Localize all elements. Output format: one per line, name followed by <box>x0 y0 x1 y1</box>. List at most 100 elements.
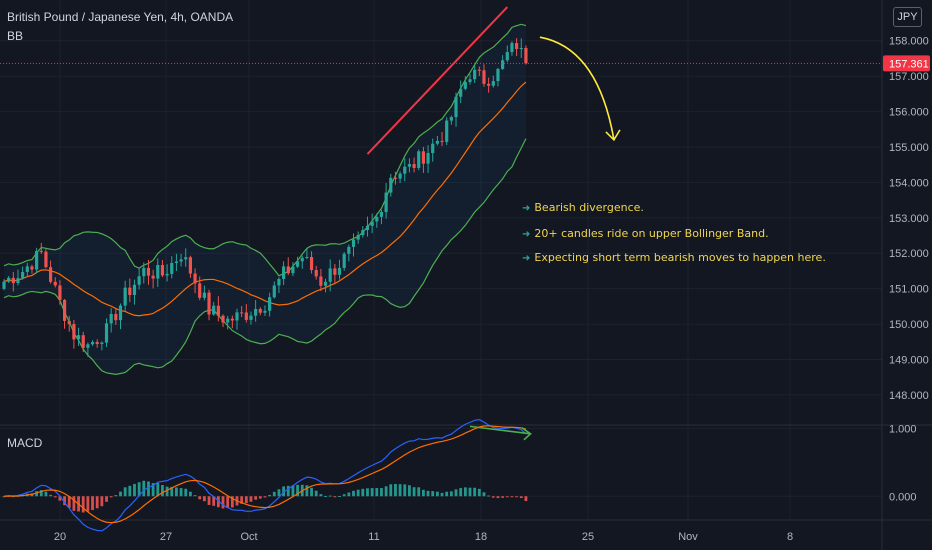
candle-body <box>62 300 67 321</box>
candle-body <box>403 166 407 174</box>
macd-histogram-bar <box>165 486 169 497</box>
macd-histogram-bar <box>53 496 57 498</box>
candle-body <box>477 69 481 71</box>
macd-histogram-bar <box>440 492 444 497</box>
candle-body <box>263 310 267 313</box>
candle-body <box>118 305 123 321</box>
candle-body <box>407 164 412 167</box>
candle-body <box>384 192 388 213</box>
time-tick-label: 11 <box>368 531 379 543</box>
candle-body <box>426 153 430 164</box>
macd-histogram-bar <box>137 482 141 497</box>
macd-histogram-bar <box>282 486 285 497</box>
candle-body <box>328 268 332 282</box>
candle-body <box>2 281 6 289</box>
candle-body <box>123 287 127 306</box>
candle-body <box>268 297 272 311</box>
candle-body <box>156 264 160 279</box>
candle-body <box>398 173 402 179</box>
candle-body <box>67 320 71 325</box>
macd-histogram-bar <box>202 496 206 502</box>
time-tick-label: Oct <box>240 531 257 543</box>
macd-histogram-bar <box>156 483 160 497</box>
candle-body <box>151 275 155 279</box>
candle-body <box>337 267 342 275</box>
candle-body <box>188 257 192 274</box>
annotation-3: ➜ Expecting short term bearish moves to h… <box>522 251 826 264</box>
candle-body <box>25 266 29 272</box>
currency-badge[interactable]: JPY <box>893 7 922 27</box>
candle-body <box>519 47 523 50</box>
macd-tick-label: 0.000 <box>889 491 917 503</box>
time-tick-label: 18 <box>475 531 487 543</box>
macd-histogram-bar <box>277 489 281 497</box>
time-tick-label: Nov <box>678 531 698 543</box>
macd-histogram-bar <box>95 496 99 509</box>
macd-histogram-bar <box>221 496 225 509</box>
candle-body <box>379 212 384 217</box>
macd-histogram-bar <box>67 496 71 508</box>
indicator-label: BB <box>7 29 24 43</box>
macd-histogram-bar <box>175 487 178 497</box>
macd-histogram-bar <box>342 494 346 497</box>
candle-body <box>295 261 300 267</box>
price-tick-label: 153.000 <box>889 213 929 225</box>
macd-histogram-bar <box>49 494 52 497</box>
divergence-line <box>469 425 531 435</box>
macd-histogram-bar <box>249 496 253 502</box>
candle-body <box>365 225 370 231</box>
candle-body <box>179 259 183 262</box>
macd-histogram-bar <box>468 487 472 497</box>
price-tick-label: 157.000 <box>889 71 929 83</box>
macd-histogram-bar <box>505 496 509 498</box>
macd-histogram-bar <box>519 496 523 499</box>
candle-body <box>7 277 11 282</box>
candle-body <box>207 292 211 315</box>
candle-body <box>11 277 15 284</box>
macd-label: MACD <box>7 436 43 450</box>
candle-body <box>524 47 528 64</box>
macd-histogram-bar <box>86 496 90 512</box>
candle-body <box>165 273 169 276</box>
candle-body <box>421 151 425 164</box>
candle-body <box>142 267 146 277</box>
candle-body <box>435 140 439 144</box>
candle-body <box>249 315 253 320</box>
price-tick-label: 152.000 <box>889 248 929 260</box>
candle-body <box>463 82 467 89</box>
forecast-arrow-head <box>605 129 621 142</box>
candle-body <box>258 309 262 313</box>
annotation-2: ➜ 20+ candles ride on upper Bollinger Ban… <box>522 227 769 240</box>
macd-histogram-bar <box>380 488 383 497</box>
candle-body <box>496 68 500 82</box>
candle-body <box>30 266 34 270</box>
candle-body <box>501 60 505 69</box>
bullet-arrow-icon: ➜ <box>522 253 531 264</box>
candle-body <box>510 43 514 53</box>
macd-histogram-bar <box>394 483 397 497</box>
macd-histogram-bar <box>230 496 234 508</box>
macd-histogram-bar <box>422 489 425 497</box>
candle-body <box>132 284 137 296</box>
macd-histogram-bar <box>333 496 337 498</box>
candle-body <box>81 335 85 348</box>
macd-histogram-bar <box>123 487 127 497</box>
macd-histogram-bar <box>254 496 258 500</box>
candle-body <box>431 143 435 154</box>
time-tick-label: 20 <box>54 531 66 543</box>
macd-histogram-bar <box>81 496 85 513</box>
macd-histogram-bar <box>417 487 421 497</box>
macd-histogram-bar <box>324 495 327 497</box>
macd-histogram-bar <box>435 491 439 497</box>
macd-histogram-bar <box>370 488 374 497</box>
macd-histogram-bar <box>389 484 393 497</box>
macd-histogram-bar <box>128 485 132 497</box>
candle-body <box>309 256 314 271</box>
macd-histogram-bar <box>310 487 313 497</box>
candle-body <box>244 312 248 320</box>
candle-body <box>254 309 258 316</box>
candle-body <box>445 120 449 142</box>
forecast-arrow-curve <box>539 36 615 141</box>
macd-histogram-bar <box>314 490 318 497</box>
